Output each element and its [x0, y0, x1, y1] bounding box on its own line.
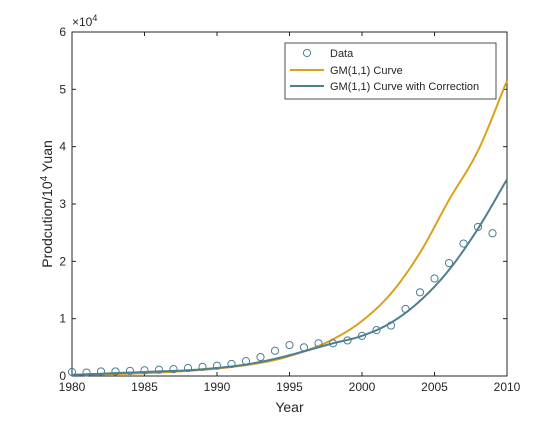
- data-point: [343, 336, 352, 345]
- y-axis-label: Prodcution/104 Yuan: [39, 140, 55, 268]
- y-tick-label: 1: [59, 312, 66, 326]
- data-point: [154, 365, 164, 374]
- x-tick-label: 1980: [59, 380, 86, 394]
- data-point: [386, 321, 396, 330]
- data-point: [299, 343, 309, 352]
- data-point: [198, 362, 207, 371]
- data-point: [96, 367, 106, 376]
- x-tick-label: 1985: [131, 380, 158, 394]
- series-line-gm-1-1-curve-with-correction: [71, 178, 508, 376]
- data-point: [169, 365, 178, 374]
- y-tick-label: 6: [59, 25, 66, 39]
- legend-marker-data: [302, 48, 312, 58]
- data-point: [125, 366, 135, 375]
- x-tick-label: 2000: [349, 380, 376, 394]
- y-exponent-label: ×104: [72, 13, 97, 29]
- ticks-layer: 1980 1985 1990 1995 2000 2005 2010 0 1 2 3 4 5 6: [59, 25, 521, 394]
- x-tick-label: 1995: [276, 380, 303, 394]
- series-layer: [67, 80, 508, 377]
- x-tick-label: 2005: [421, 380, 448, 394]
- data-point: [285, 340, 294, 350]
- y-tick-label: 5: [59, 82, 66, 96]
- data-point: [357, 331, 367, 340]
- data-point: [459, 239, 468, 248]
- data-point: [227, 359, 236, 369]
- x-tick-label: 2010: [494, 380, 521, 394]
- data-point: [473, 222, 483, 232]
- data-point: [328, 339, 338, 348]
- data-point: [140, 366, 149, 375]
- data-point: [82, 368, 91, 377]
- y-tick-label: 3: [59, 197, 66, 211]
- data-point: [256, 352, 265, 362]
- legend-label-corrected: GM(1,1) Curve with Correction: [330, 81, 479, 93]
- data-point: [314, 339, 323, 348]
- data-point: [444, 258, 454, 268]
- legend-label-gm: GM(1,1) Curve: [330, 65, 403, 77]
- data-point: [111, 367, 120, 376]
- x-tick-label: 1990: [204, 380, 231, 394]
- data-point: [430, 274, 439, 283]
- data-point: [183, 363, 193, 373]
- y-tick-label: 4: [59, 140, 66, 154]
- y-exponent-base: ×10: [72, 15, 93, 29]
- data-point: [401, 304, 410, 314]
- data-point: [488, 229, 497, 238]
- data-point: [212, 361, 222, 370]
- data-point: [372, 326, 381, 335]
- y-axis-label-base: Prodcution/10: [39, 181, 55, 268]
- data-point: [415, 288, 425, 297]
- data-point: [241, 356, 251, 366]
- x-axis-label: Year: [275, 399, 304, 415]
- legend: Data GM(1,1) Curve GM(1,1) Curve with Co…: [284, 42, 497, 100]
- y-tick-label: 0: [59, 369, 66, 383]
- legend-label-data: Data: [330, 48, 354, 60]
- y-axis-label-unit: Yuan: [39, 140, 55, 176]
- data-point: [270, 346, 280, 355]
- y-axis-label-superscript: 4: [39, 175, 50, 181]
- y-tick-label: 2: [59, 254, 66, 268]
- y-exponent-power: 4: [92, 13, 97, 23]
- data-point: [67, 367, 77, 377]
